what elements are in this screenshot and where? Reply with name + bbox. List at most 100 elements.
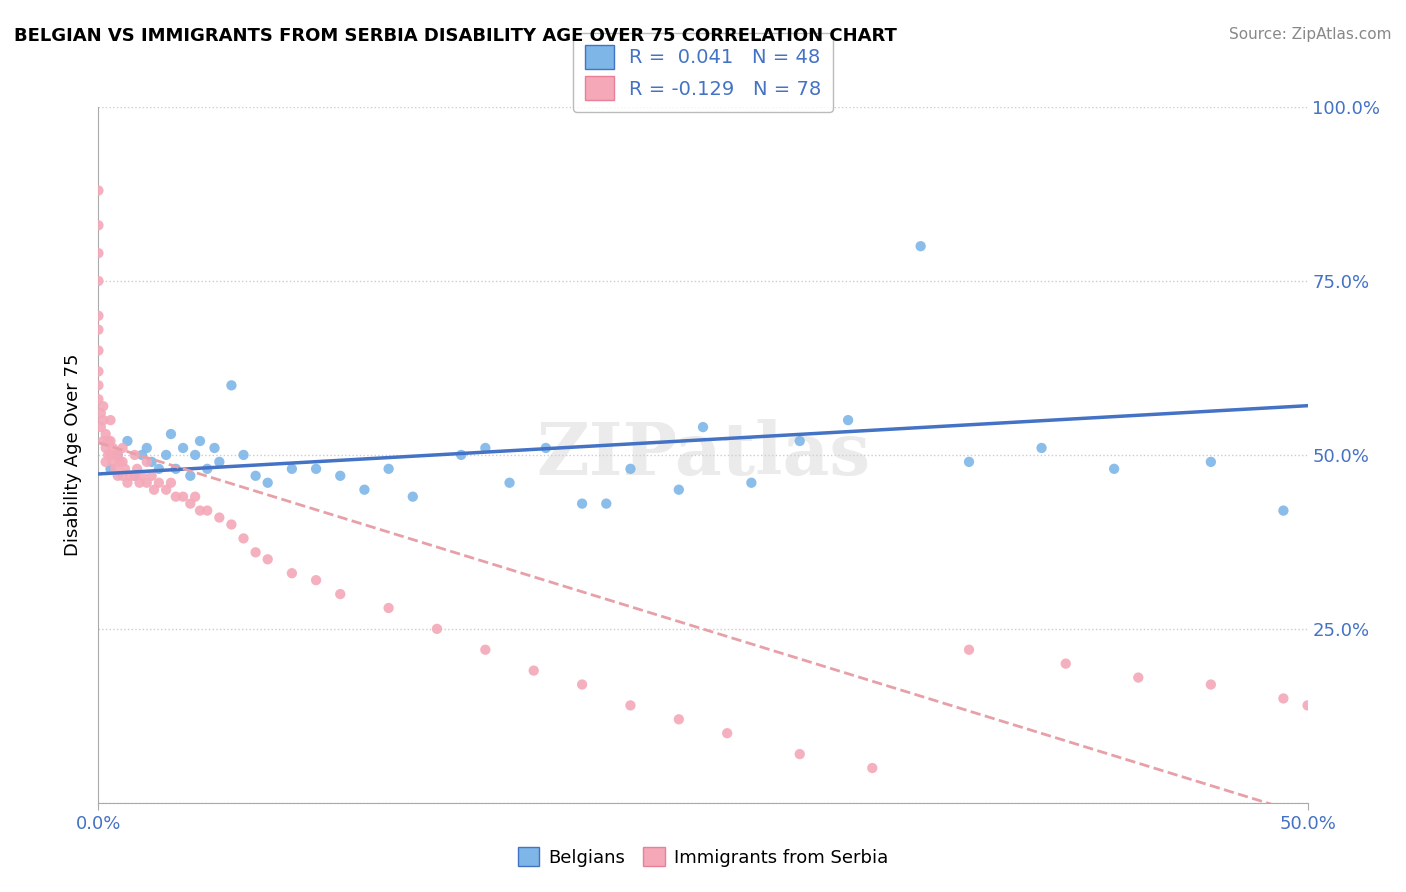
Point bbox=[195, 462, 218, 476]
Point bbox=[148, 462, 170, 476]
Point bbox=[329, 468, 352, 483]
Point bbox=[91, 399, 114, 413]
Point bbox=[165, 462, 187, 476]
Point bbox=[114, 462, 136, 476]
Point bbox=[124, 448, 146, 462]
Point bbox=[256, 552, 278, 566]
Point bbox=[523, 664, 546, 678]
Point bbox=[135, 455, 157, 469]
Point bbox=[789, 747, 811, 761]
Point bbox=[118, 468, 141, 483]
Point bbox=[141, 455, 163, 469]
Point bbox=[127, 462, 149, 476]
Point bbox=[94, 441, 117, 455]
Point bbox=[172, 490, 194, 504]
Point bbox=[179, 468, 201, 483]
Point bbox=[377, 462, 399, 476]
Point bbox=[208, 510, 231, 524]
Point bbox=[1199, 455, 1222, 469]
Point bbox=[172, 441, 194, 455]
Point bbox=[160, 475, 183, 490]
Text: Source: ZipAtlas.com: Source: ZipAtlas.com bbox=[1229, 27, 1392, 42]
Point bbox=[232, 448, 254, 462]
Point bbox=[155, 448, 177, 462]
Point bbox=[148, 475, 170, 490]
Point bbox=[1199, 677, 1222, 691]
Point bbox=[474, 642, 496, 657]
Point bbox=[534, 441, 557, 455]
Point bbox=[155, 483, 177, 497]
Point bbox=[87, 323, 110, 337]
Point bbox=[1272, 691, 1295, 706]
Legend: Belgians, Immigrants from Serbia: Belgians, Immigrants from Serbia bbox=[510, 840, 896, 874]
Point bbox=[90, 420, 112, 434]
Point bbox=[87, 378, 110, 392]
Point bbox=[104, 462, 127, 476]
Point bbox=[101, 455, 124, 469]
Point bbox=[87, 309, 110, 323]
Point bbox=[160, 427, 183, 442]
Point bbox=[837, 413, 859, 427]
Point bbox=[860, 761, 883, 775]
Point bbox=[135, 475, 157, 490]
Point bbox=[87, 184, 110, 198]
Point bbox=[1272, 503, 1295, 517]
Point bbox=[910, 239, 932, 253]
Text: ZIPatlas: ZIPatlas bbox=[536, 419, 870, 491]
Point bbox=[329, 587, 352, 601]
Point bbox=[104, 448, 127, 462]
Point bbox=[245, 545, 267, 559]
Point bbox=[117, 475, 139, 490]
Point bbox=[100, 434, 122, 448]
Point bbox=[619, 698, 641, 713]
Point bbox=[232, 532, 254, 546]
Point bbox=[94, 427, 117, 442]
Point bbox=[208, 455, 231, 469]
Point bbox=[571, 497, 593, 511]
Point bbox=[91, 413, 114, 427]
Point bbox=[165, 490, 187, 504]
Point bbox=[256, 475, 278, 490]
Point bbox=[107, 468, 129, 483]
Point bbox=[184, 490, 207, 504]
Point bbox=[668, 483, 690, 497]
Point bbox=[108, 455, 131, 469]
Point bbox=[668, 712, 690, 726]
Point bbox=[305, 573, 328, 587]
Point bbox=[402, 490, 425, 504]
Point bbox=[692, 420, 714, 434]
Point bbox=[179, 497, 201, 511]
Point bbox=[141, 468, 163, 483]
Point bbox=[353, 483, 375, 497]
Y-axis label: Disability Age Over 75: Disability Age Over 75 bbox=[65, 353, 83, 557]
Point bbox=[571, 677, 593, 691]
Point bbox=[789, 434, 811, 448]
Point bbox=[619, 462, 641, 476]
Point bbox=[111, 441, 134, 455]
Point bbox=[1128, 671, 1150, 685]
Point bbox=[100, 413, 122, 427]
Point bbox=[377, 601, 399, 615]
Point bbox=[426, 622, 449, 636]
Point bbox=[281, 566, 304, 581]
Point bbox=[245, 468, 267, 483]
Point bbox=[87, 392, 110, 407]
Point bbox=[100, 462, 122, 476]
Point bbox=[195, 503, 218, 517]
Point bbox=[111, 468, 134, 483]
Point bbox=[188, 503, 211, 517]
Point bbox=[87, 343, 110, 358]
Point bbox=[131, 468, 153, 483]
Point bbox=[305, 462, 328, 476]
Point bbox=[135, 441, 157, 455]
Point bbox=[124, 468, 146, 483]
Text: BELGIAN VS IMMIGRANTS FROM SERBIA DISABILITY AGE OVER 75 CORRELATION CHART: BELGIAN VS IMMIGRANTS FROM SERBIA DISABI… bbox=[14, 27, 897, 45]
Point bbox=[281, 462, 304, 476]
Point bbox=[91, 434, 114, 448]
Point bbox=[221, 378, 243, 392]
Point bbox=[1102, 462, 1125, 476]
Point bbox=[97, 448, 120, 462]
Point bbox=[107, 448, 129, 462]
Point bbox=[143, 483, 166, 497]
Point bbox=[87, 364, 110, 378]
